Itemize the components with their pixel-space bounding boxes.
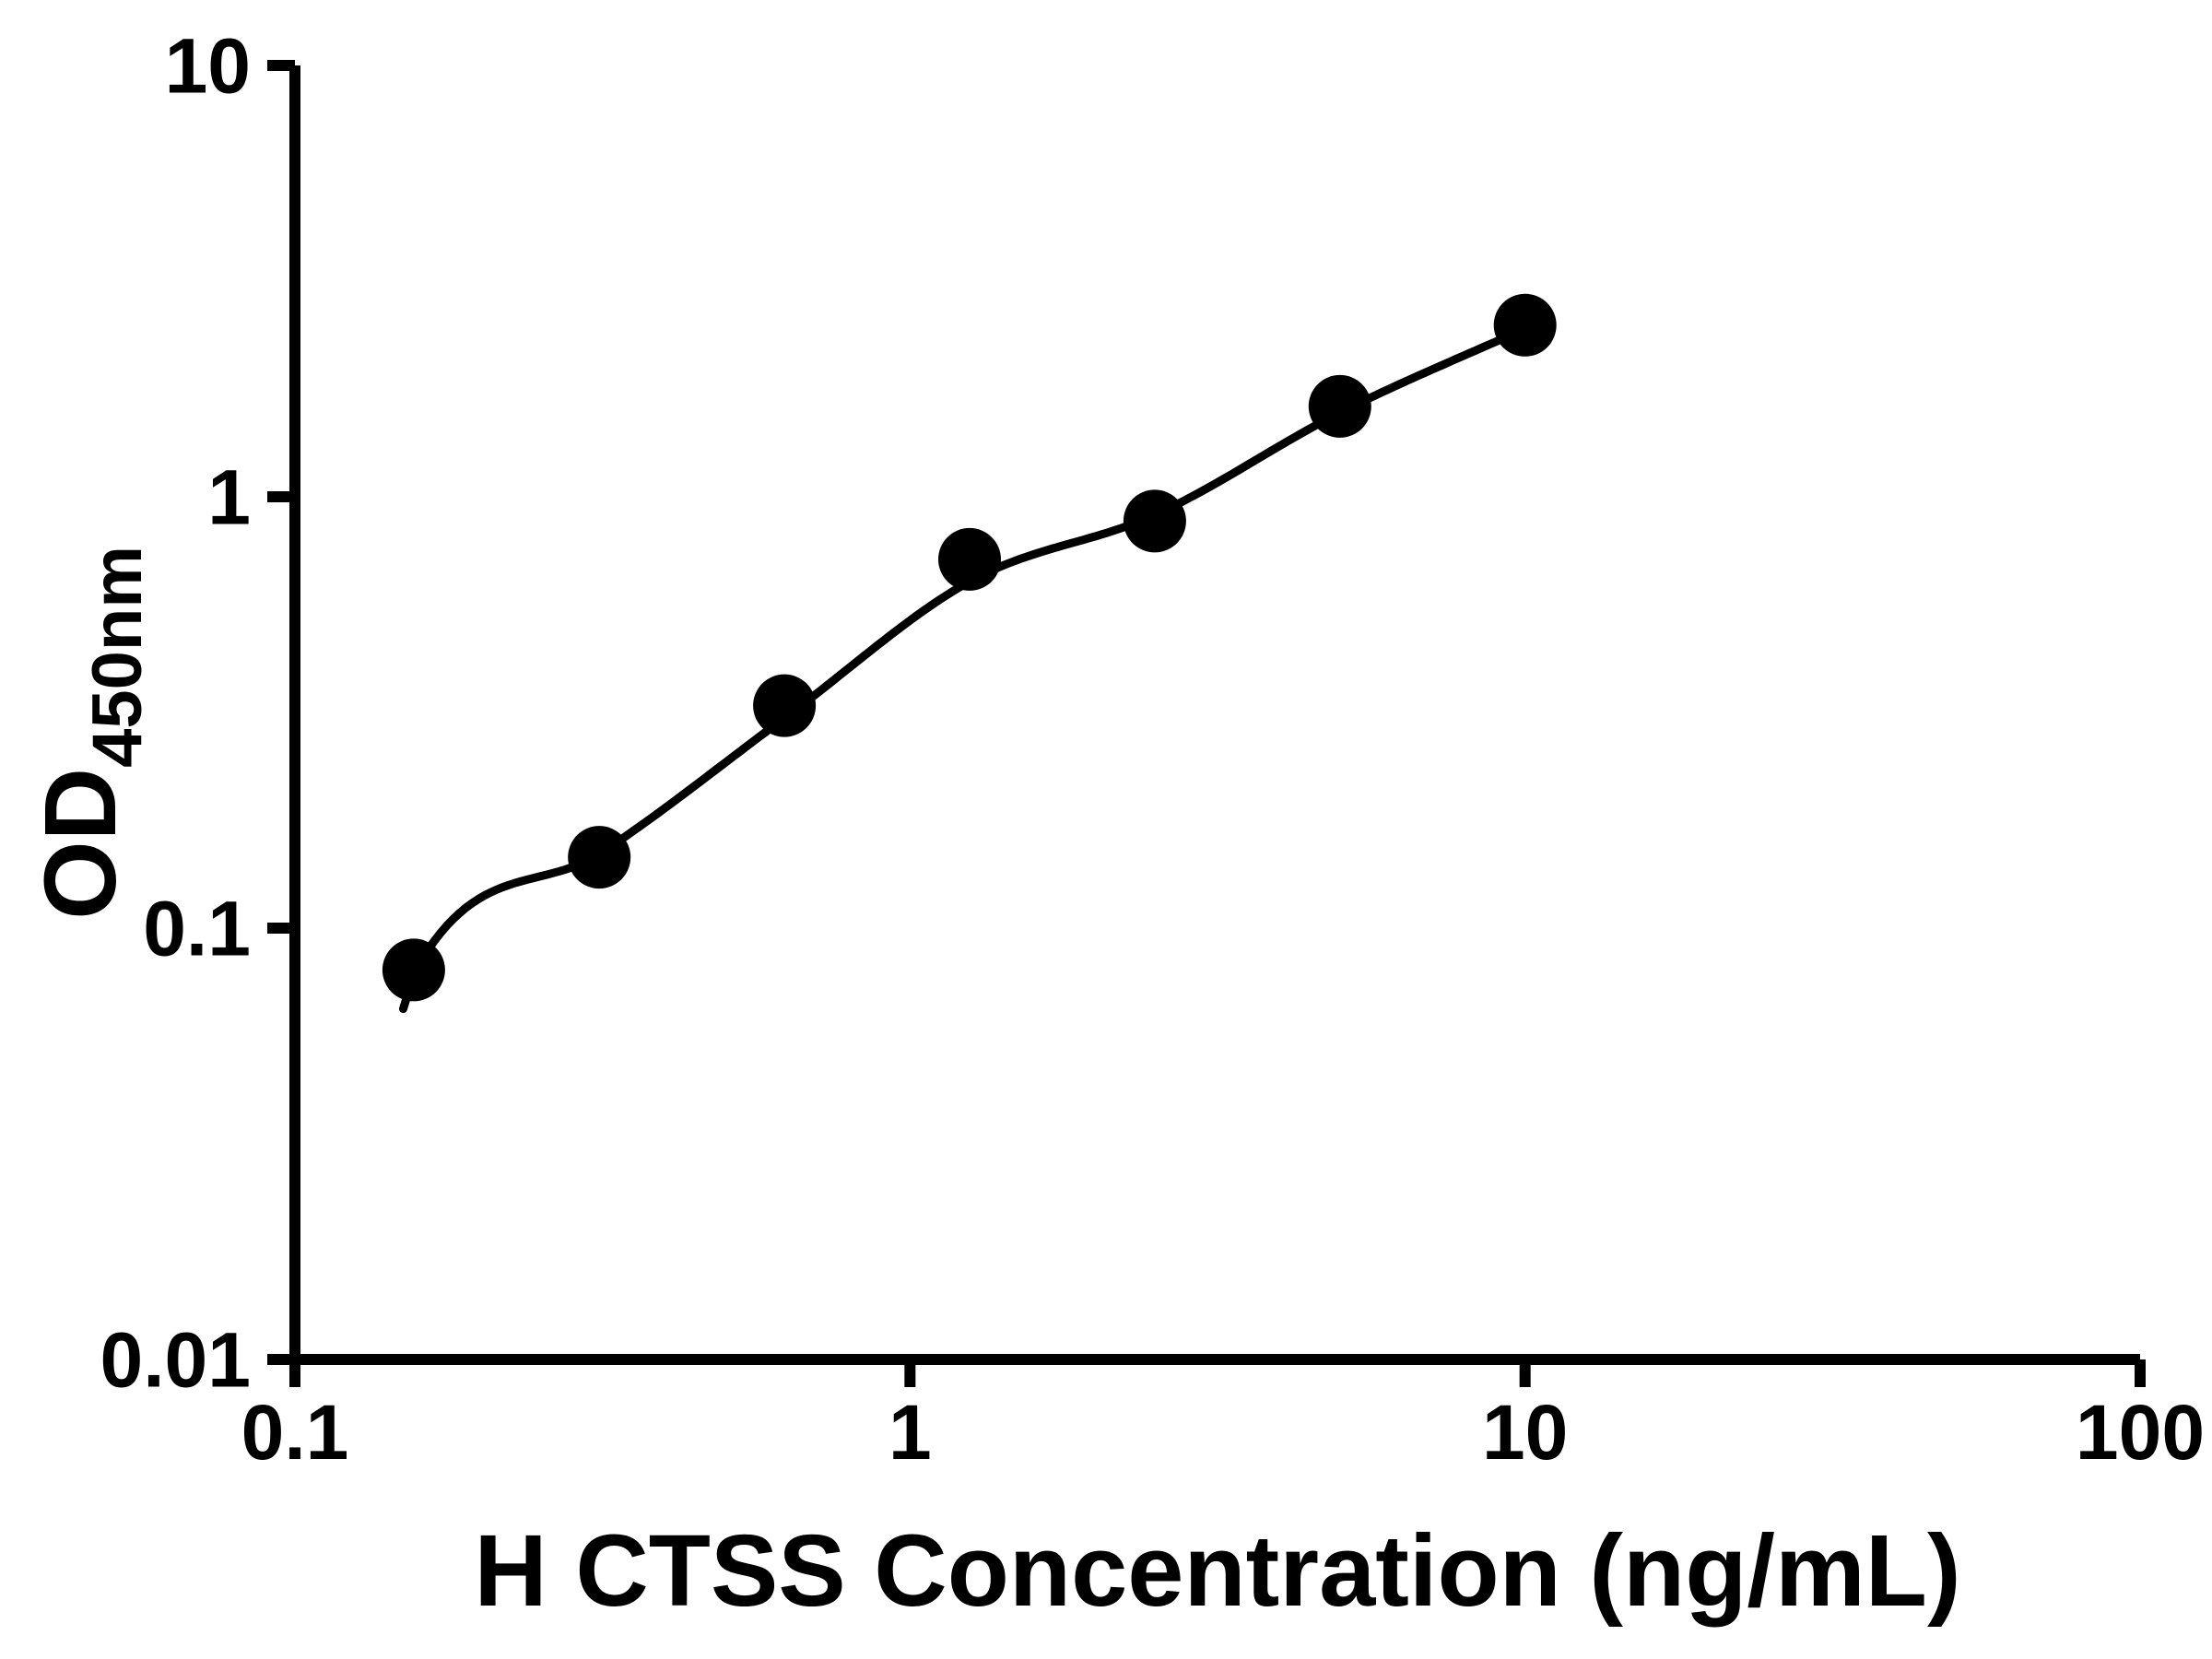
x-tick-label: 1 <box>888 1389 932 1476</box>
y-tick-label: 1 <box>207 453 251 540</box>
data-point <box>382 938 445 1002</box>
y-tick-label: 0.01 <box>100 1316 252 1403</box>
data-point <box>1308 374 1371 438</box>
x-tick-label: 100 <box>2076 1389 2205 1476</box>
y-axis-title-main: OD <box>24 768 137 920</box>
y-tick-label: 0.1 <box>143 885 251 971</box>
y-tick-label: 10 <box>165 22 251 109</box>
y-axis-title: OD450nm <box>24 546 157 920</box>
plot-axes <box>289 65 2140 1365</box>
x-tick-label: 0.1 <box>241 1389 349 1476</box>
data-point <box>568 826 631 889</box>
data-point <box>938 527 1001 591</box>
x-tick-label: 10 <box>1482 1389 1568 1476</box>
data-point <box>753 674 817 737</box>
y-axis-title-subscript: 450nm <box>78 546 157 768</box>
x-axis-title: H CTSS Concentration (ng/mL) <box>474 1514 1960 1628</box>
data-point <box>1123 489 1186 553</box>
data-point <box>1493 293 1557 357</box>
